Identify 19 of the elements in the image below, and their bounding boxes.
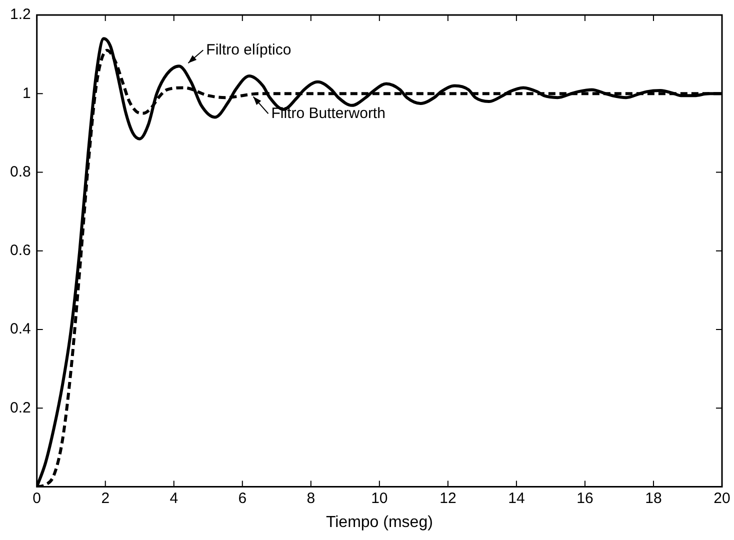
x-tick-label: 10 bbox=[371, 490, 388, 507]
x-axis-title: Tiempo (mseg) bbox=[326, 514, 433, 531]
x-tick-label: 6 bbox=[238, 490, 247, 507]
y-tick-label: 0.8 bbox=[10, 163, 31, 180]
x-tick-label: 16 bbox=[576, 490, 594, 507]
x-tick-label: 8 bbox=[306, 490, 316, 507]
x-tick-label: 4 bbox=[170, 490, 178, 507]
x-tick-label: 20 bbox=[714, 490, 730, 507]
x-tick-label: 14 bbox=[508, 490, 525, 507]
y-tick-label: 0.4 bbox=[10, 320, 31, 338]
x-tick-label: 0 bbox=[32, 490, 42, 507]
y-tick-label: 0.6 bbox=[10, 242, 31, 260]
y-tick-label: 1.2 bbox=[10, 6, 31, 24]
annotation: Filtro elíptico bbox=[206, 41, 292, 58]
y-tick-label: 1 bbox=[22, 84, 31, 102]
x-tick-label: 18 bbox=[645, 490, 662, 507]
y-tick-label: 0.2 bbox=[10, 399, 31, 416]
x-tick-label: 2 bbox=[101, 490, 110, 507]
x-tick-label: 12 bbox=[440, 490, 456, 507]
